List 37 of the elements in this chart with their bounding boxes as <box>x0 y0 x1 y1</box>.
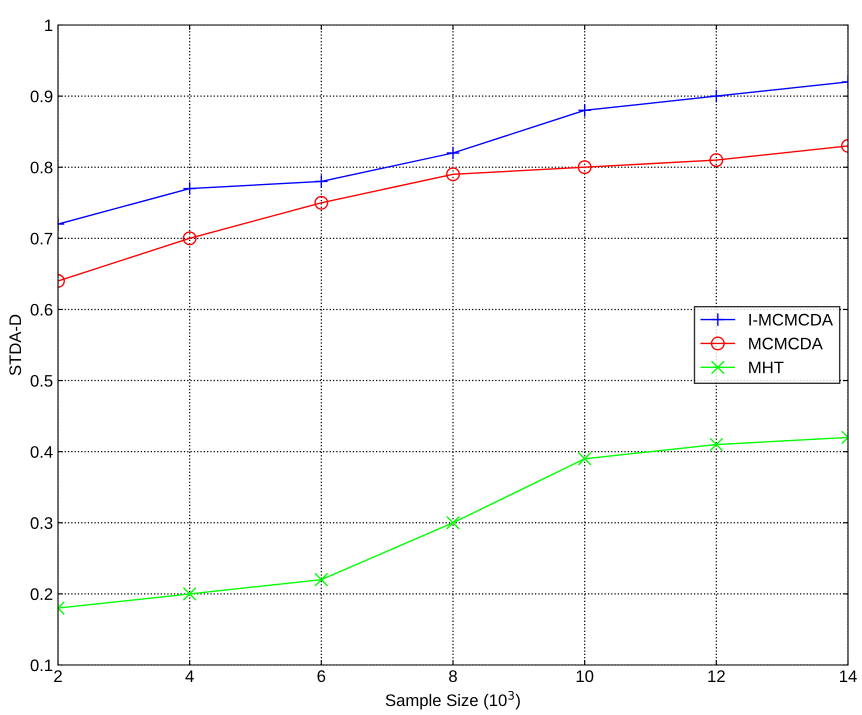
y-tick-label: 0.7 <box>30 232 52 245</box>
x-tick-label: 2 <box>54 670 62 682</box>
legend-label: MCMCDA <box>749 338 823 350</box>
y-tick-label: 0.4 <box>30 446 53 458</box>
y-tick-label: 0.6 <box>30 304 52 316</box>
y-tick-label: 0.2 <box>30 588 52 600</box>
point <box>446 167 460 182</box>
point <box>182 586 197 601</box>
point <box>314 572 328 587</box>
point <box>578 160 592 174</box>
y-tick-label: 0.5 <box>30 374 52 387</box>
x-tick-label: 10 <box>576 670 594 682</box>
y-tick-label: 1 <box>45 20 52 32</box>
x-tick-label: 6 <box>318 670 326 682</box>
point <box>182 182 197 196</box>
point <box>314 196 328 210</box>
legend-label: I-MCMCDA <box>749 314 833 326</box>
point <box>709 89 724 104</box>
x-axis-title: Sample Size (10$^{3}$) <box>386 690 520 710</box>
x-tick-label: 14 <box>840 670 857 682</box>
x-tick-label: 8 <box>449 670 457 682</box>
legend-label: MHT <box>749 362 784 374</box>
x-tick-label: 4 <box>185 670 194 682</box>
y-tick-label: 0.3 <box>30 517 52 529</box>
point <box>446 146 460 160</box>
y-tick-label: 0.9 <box>30 90 52 102</box>
point <box>446 516 460 530</box>
y-tick-label: 0.8 <box>30 162 52 174</box>
y-tick-label: 0.1 <box>30 659 52 672</box>
x-tick-label: 12 <box>708 670 725 682</box>
point <box>182 231 197 246</box>
point <box>314 174 328 188</box>
y-axis-title: STDA-D <box>9 314 22 376</box>
point <box>578 103 592 118</box>
point <box>709 153 724 168</box>
point <box>709 438 724 452</box>
point <box>578 452 592 466</box>
